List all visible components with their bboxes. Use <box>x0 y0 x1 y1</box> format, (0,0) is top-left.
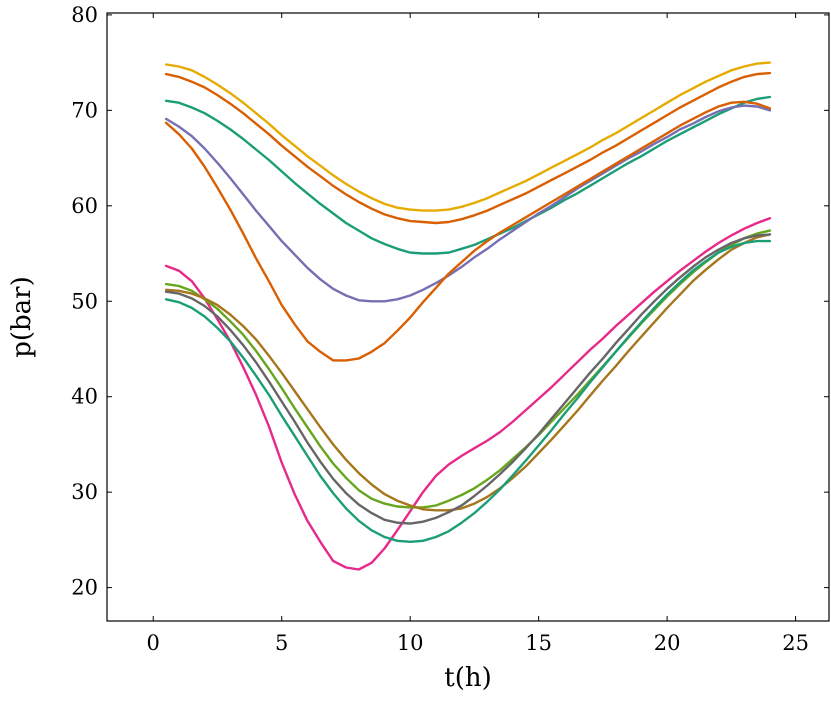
x-tick-label: 0 <box>147 631 160 655</box>
series-line-2 <box>164 71 772 225</box>
series-line-10 <box>164 239 772 543</box>
x-axis-label: t(h) <box>444 663 491 693</box>
y-tick-label: 70 <box>71 98 98 122</box>
x-tick-label: 20 <box>654 631 681 655</box>
x-tick-label: 5 <box>275 631 288 655</box>
plot-frame <box>106 12 830 622</box>
series-line-6 <box>164 217 772 571</box>
series-line-1 <box>164 61 772 212</box>
x-tick-label: 10 <box>397 631 424 655</box>
x-tick-label: 25 <box>782 631 809 655</box>
y-tick-label: 40 <box>71 385 98 409</box>
y-tick-label: 20 <box>71 576 98 600</box>
y-tick-label: 80 <box>71 3 98 27</box>
series-layer <box>164 61 772 571</box>
y-axis-label: p(bar) <box>7 276 37 358</box>
series-line-9 <box>164 233 772 525</box>
series-line-4 <box>164 104 772 303</box>
y-tick-label: 50 <box>71 289 98 313</box>
x-tick-label: 15 <box>525 631 552 655</box>
y-tick-label: 30 <box>71 480 98 504</box>
y-tick-label: 60 <box>71 194 98 218</box>
series-line-8 <box>164 233 772 512</box>
series-line-3 <box>164 95 772 255</box>
series-line-7 <box>164 229 772 509</box>
tick-layer: 0 5 10 15 20 25 20 30 40 50 60 70 80 <box>71 3 829 655</box>
series-line-5 <box>164 100 772 362</box>
